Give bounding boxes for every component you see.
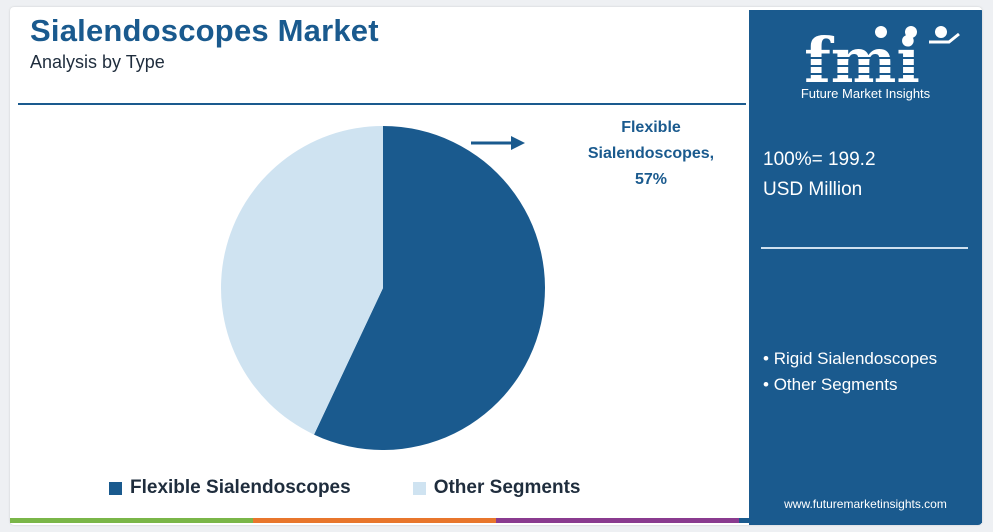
legend-label-other: Other Segments: [433, 477, 581, 498]
brand-bar-green: [10, 518, 253, 523]
website-link[interactable]: www.futuremarketinsights.com: [784, 497, 947, 511]
legend-item-other: Other Segments: [412, 477, 581, 499]
callout-value: 57%: [634, 171, 668, 188]
callout-line-2: Sialendoscopes,: [587, 145, 715, 162]
segment-item-rigid: Rigid Sialendoscopes: [763, 346, 938, 372]
logo-tagline: Future Market Insights: [800, 86, 931, 101]
fmi-logo: fmi: [779, 24, 960, 97]
market-total-value: 100%= 199.2: [763, 149, 876, 170]
brand-color-bar: [10, 518, 982, 523]
callout-arrow-icon: [471, 136, 525, 150]
chart-subtitle: Analysis by Type: [30, 52, 165, 72]
segment-list: Rigid Sialendoscopes Other Segments: [763, 346, 938, 398]
brand-bar-orange: [253, 518, 496, 523]
market-total-unit: USD Million: [763, 179, 863, 200]
segment-item-other: Other Segments: [763, 372, 937, 398]
legend-swatch-other: [412, 481, 426, 495]
market-total: 100%= 199.2 USD Million: [763, 145, 876, 205]
sidebar-divider: [761, 247, 968, 249]
legend-label-flexible: Flexible Sialendoscopes: [130, 477, 351, 498]
info-sidebar: fmi Future Market Insights 100%= 199.2 U…: [749, 10, 982, 525]
callout-line-1: Flexible: [621, 119, 681, 136]
chart-legend: Flexible Sialendoscopes Other Segments: [109, 477, 642, 499]
pie-chart: [220, 126, 545, 450]
brand-bar-purple: [496, 518, 739, 523]
header-divider: [18, 103, 746, 105]
chart-title: Sialendoscopes Market: [30, 13, 379, 48]
legend-item-flexible: Flexible Sialendoscopes: [109, 477, 351, 499]
pie-slice-flexible-sialendoscopes: [314, 126, 545, 450]
logo-wordmark: fmi: [804, 24, 920, 97]
slice-callout: Flexible Sialendoscopes, 57%: [563, 115, 739, 193]
brand-bar-blue: [739, 518, 982, 523]
chart-card: Sialendoscopes Market Analysis by Type F…: [10, 7, 982, 525]
pie-slice-other-segments: [220, 126, 383, 435]
legend-swatch-flexible: [109, 481, 122, 495]
